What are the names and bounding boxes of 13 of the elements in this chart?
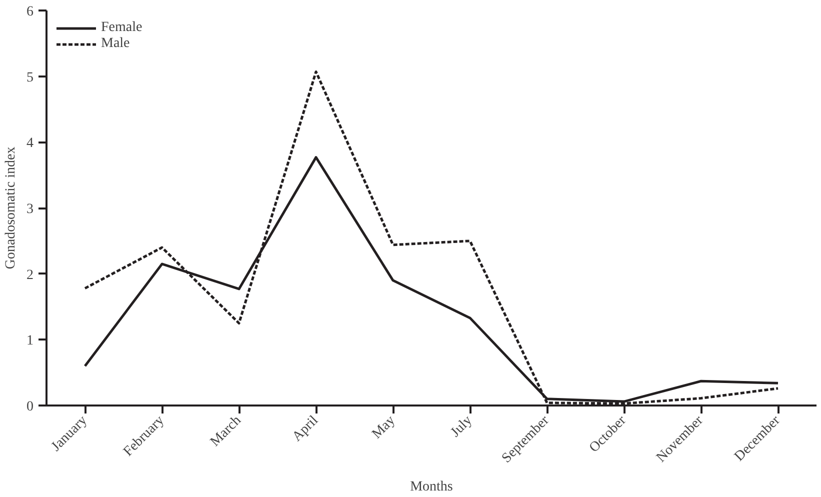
y-tick-label: 6 [26, 4, 34, 20]
legend-label: Female [101, 20, 142, 36]
x-tick-label: May [370, 413, 398, 442]
y-tick-label: 5 [26, 70, 34, 86]
y-tick-label: 3 [26, 202, 34, 217]
y-tick-label: 0 [26, 400, 34, 414]
y-tick-label: 2 [26, 268, 34, 283]
y-axis-title: Gonadosomatic index [4, 146, 18, 270]
x-axis-title: Months [410, 479, 453, 494]
x-tick-label: July [448, 413, 476, 440]
y-tick-label: 1 [26, 334, 34, 349]
legend-label: Male [101, 36, 130, 52]
y-tick-label: 4 [26, 136, 34, 152]
